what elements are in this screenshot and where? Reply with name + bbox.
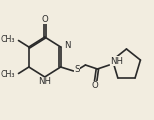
Text: CH₃: CH₃ [0, 35, 15, 44]
Text: O: O [91, 81, 98, 90]
Text: O: O [41, 15, 48, 24]
Text: CH₃: CH₃ [0, 70, 15, 79]
Text: N: N [64, 41, 71, 49]
Text: NH: NH [38, 78, 51, 87]
Text: NH: NH [110, 57, 123, 66]
Text: S: S [74, 66, 80, 75]
